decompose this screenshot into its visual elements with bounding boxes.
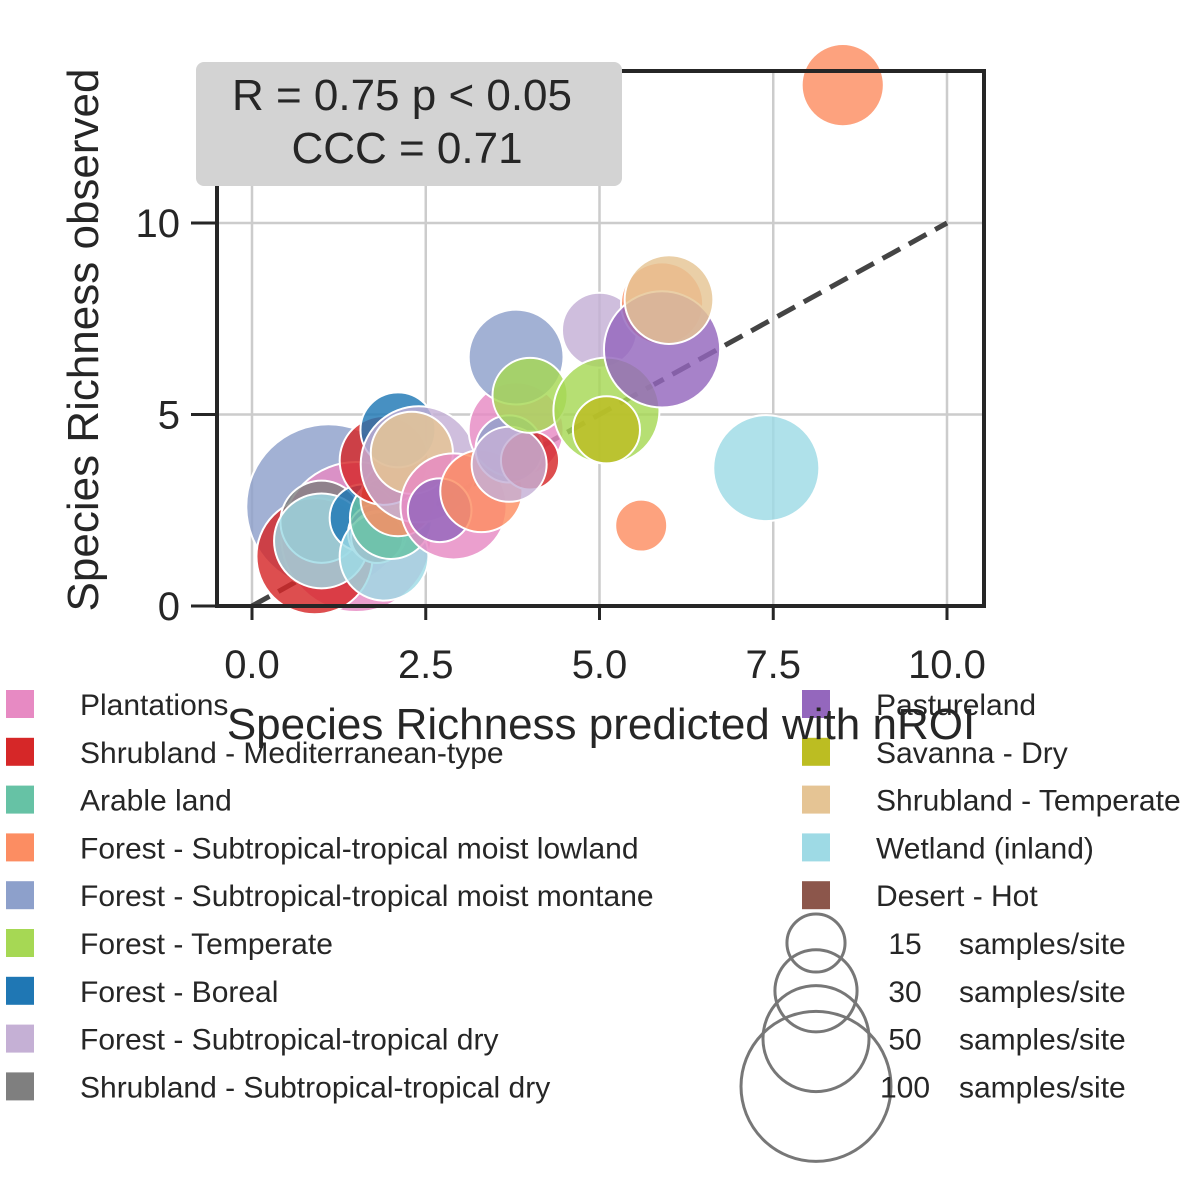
legend-swatch bbox=[6, 929, 34, 957]
legend-swatch bbox=[6, 785, 34, 814]
size-legend-value: 30 bbox=[888, 976, 921, 1009]
legend-swatch bbox=[802, 690, 830, 718]
legend-swatch bbox=[802, 881, 830, 910]
legend-swatch bbox=[802, 737, 830, 766]
data-points bbox=[245, 43, 885, 616]
legend-swatch bbox=[6, 881, 34, 910]
data-point bbox=[712, 414, 821, 523]
legend-swatch bbox=[802, 833, 830, 862]
legend-label: Shrubland - Mediterranean-type bbox=[80, 737, 504, 770]
size-legend-label: samples/site bbox=[959, 1024, 1126, 1057]
x-tick-label: 7.5 bbox=[745, 643, 801, 687]
data-point bbox=[623, 254, 715, 345]
legend-label: Savanna - Dry bbox=[876, 737, 1068, 770]
legend-label: Forest - Subtropical-tropical moist lowl… bbox=[80, 832, 639, 865]
data-point bbox=[470, 425, 548, 503]
stats-annotation: R = 0.75 p < 0.05 CCC = 0.71 bbox=[196, 62, 622, 186]
legend-label: Desert - Hot bbox=[876, 880, 1038, 913]
legend-label: Pastureland bbox=[876, 689, 1036, 722]
x-tick-label: 5.0 bbox=[572, 643, 628, 687]
stats-annotation-box bbox=[196, 62, 622, 186]
x-tick-label: 10.0 bbox=[908, 643, 986, 687]
y-tick-label: 10 bbox=[136, 202, 181, 246]
legend-swatch bbox=[6, 737, 34, 766]
x-tick-label: 2.5 bbox=[398, 643, 454, 687]
stats-annotation-line-2: CCC = 0.71 bbox=[291, 124, 522, 173]
legend-label: Forest - Subtropical-tropical moist mont… bbox=[80, 880, 654, 913]
x-axis-title: Species Richness predicted with nROI bbox=[227, 700, 975, 749]
data-point bbox=[614, 498, 669, 553]
legend-label: Shrubland - Temperate bbox=[876, 785, 1181, 818]
legend-swatch bbox=[6, 833, 34, 862]
legend-swatch bbox=[6, 690, 34, 718]
size-legend-circle bbox=[785, 912, 847, 974]
data-point bbox=[800, 43, 885, 128]
legend-label: Arable land bbox=[80, 785, 232, 818]
legend-label: Forest - Boreal bbox=[80, 976, 278, 1009]
size-legend-value: 50 bbox=[888, 1024, 921, 1057]
legend-label: Wetland (inland) bbox=[876, 832, 1094, 865]
size-legend-circle bbox=[761, 984, 871, 1094]
legend-label: Shrubland - Subtropical-tropical dry bbox=[80, 1071, 550, 1104]
legend-swatch bbox=[6, 1072, 34, 1101]
data-point bbox=[571, 395, 641, 465]
stats-annotation-line-1: R = 0.75 p < 0.05 bbox=[232, 71, 572, 120]
legend-swatch bbox=[6, 976, 34, 1005]
legend-swatch bbox=[802, 785, 830, 814]
x-tick-label: 0.0 bbox=[224, 643, 280, 687]
size-legend-label: samples/site bbox=[959, 928, 1126, 961]
y-axis-title: Species Richness observed bbox=[59, 69, 108, 612]
legend-label: Plantations bbox=[80, 689, 228, 722]
tick-labels: 0.0 2.5 5.0 7.5 10.0 0 5 10 bbox=[136, 202, 986, 687]
legend-label: Forest - Temperate bbox=[80, 928, 333, 961]
size-legend-value: 15 bbox=[888, 928, 921, 961]
legend: Plantations Shrubland - Mediterranean-typ… bbox=[6, 689, 1181, 1163]
size-legend-circle bbox=[773, 948, 859, 1034]
y-tick-label: 0 bbox=[158, 585, 180, 629]
size-legend-value: 100 bbox=[880, 1071, 930, 1104]
size-legend-label: samples/site bbox=[959, 1071, 1126, 1104]
size-legend-label: samples/site bbox=[959, 976, 1126, 1009]
size-legend-circle bbox=[739, 1009, 893, 1163]
y-tick-label: 5 bbox=[158, 394, 180, 438]
legend-swatch bbox=[6, 1024, 34, 1053]
legend-label: Forest - Subtropical-tropical dry bbox=[80, 1024, 498, 1057]
